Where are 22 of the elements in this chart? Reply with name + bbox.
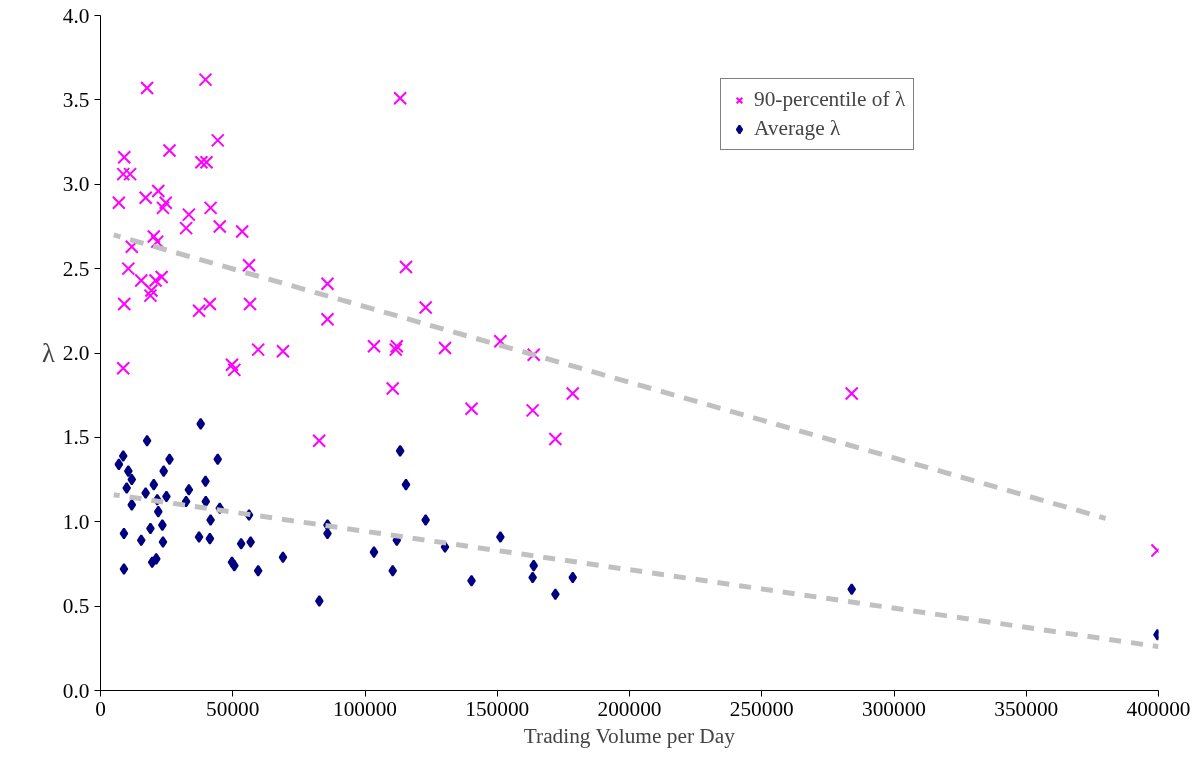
x-tick-label: 300000 bbox=[862, 696, 926, 721]
x-tick-label: 200000 bbox=[597, 696, 662, 721]
y-tick-label: 1.5 bbox=[62, 425, 90, 450]
x-tick-label: 150000 bbox=[465, 696, 530, 721]
y-tick-label: 4.0 bbox=[62, 3, 90, 28]
x-tick-label: 250000 bbox=[729, 696, 794, 721]
y-tick-label: 3.5 bbox=[62, 87, 90, 112]
y-tick-label: 1.0 bbox=[62, 509, 90, 534]
y-tick-label: 0.0 bbox=[62, 678, 90, 703]
y-tick-label: 3.0 bbox=[62, 172, 90, 197]
x-tick-label: 50000 bbox=[206, 696, 260, 721]
x-tick-label: 400000 bbox=[1126, 696, 1191, 721]
y-tick-label: 2.0 bbox=[62, 341, 90, 365]
x-tick-label: 350000 bbox=[994, 696, 1059, 721]
y-tick-label: 2.5 bbox=[62, 256, 90, 281]
legend-label: 90-percentile of λ bbox=[754, 87, 906, 112]
y-axis-title: λ bbox=[41, 338, 55, 368]
x-tick-label: 0 bbox=[95, 696, 106, 721]
x-axis-title: Trading Volume per Day bbox=[523, 723, 736, 748]
y-tick-label: 0.5 bbox=[62, 594, 90, 619]
legend-label: Average λ bbox=[754, 116, 841, 141]
x-tick-label: 100000 bbox=[333, 696, 397, 721]
